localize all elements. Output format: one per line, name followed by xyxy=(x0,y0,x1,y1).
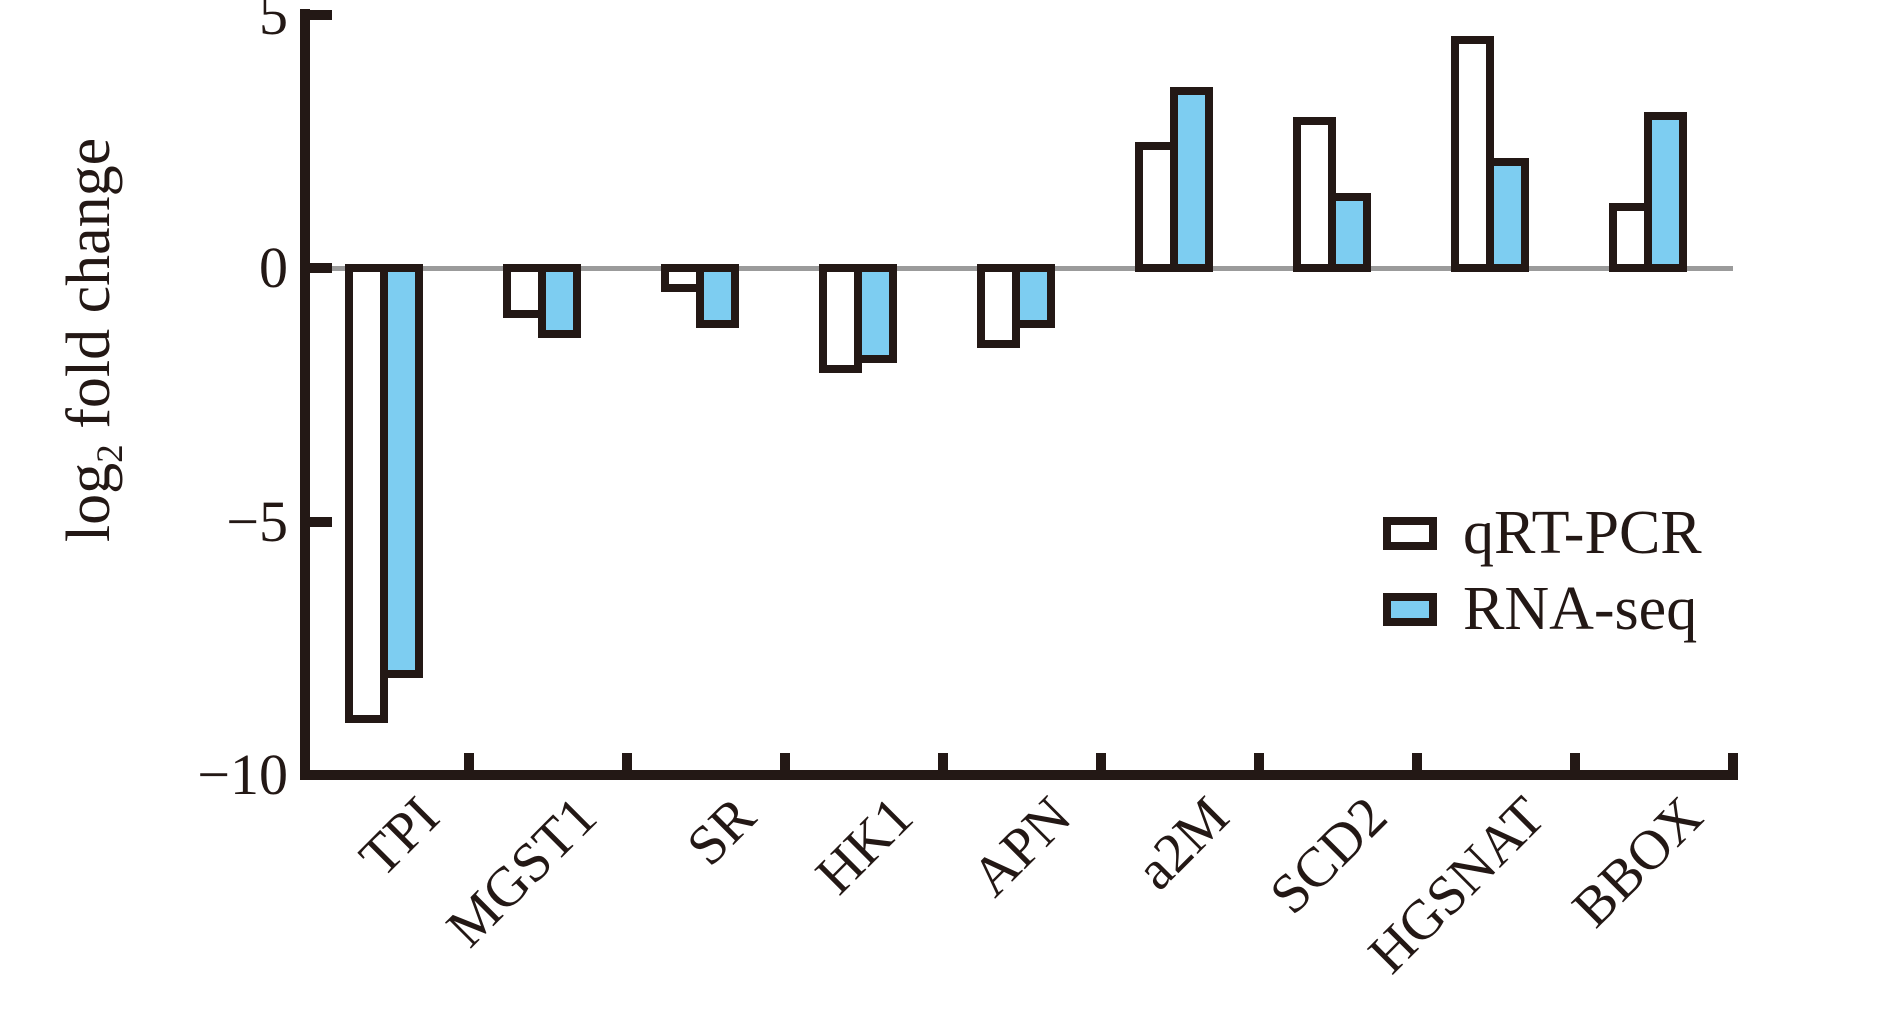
x-category-label-bbox: BBOX xyxy=(1561,785,1716,940)
x-category-label-scd2: SCD2 xyxy=(1258,785,1400,926)
x-tick-2 xyxy=(622,753,632,775)
x-tick-3 xyxy=(780,753,790,775)
bar-rna-seq-scd2 xyxy=(1328,193,1371,272)
y-tick-5 xyxy=(310,9,332,20)
legend-label-qrt-pcr: qRT-PCR xyxy=(1463,499,1702,567)
y-tick-label-5: 5 xyxy=(259,0,288,47)
bar-rna-seq-tpi xyxy=(380,264,423,678)
x-category-label-sr: SR xyxy=(674,785,768,878)
legend-swatch-rna-seq xyxy=(1383,592,1437,626)
y-tick-label-0: 0 xyxy=(259,235,288,300)
legend-item-rna-seq: RNA-seq xyxy=(1383,574,1702,644)
x-tick-4 xyxy=(938,753,948,775)
x-category-label-tpi: TPI xyxy=(347,785,452,889)
y-tick-label--5: −5 xyxy=(226,488,288,554)
x-tick-7 xyxy=(1412,753,1422,775)
bar-rna-seq-bbox xyxy=(1644,111,1687,272)
bar-rna-seq-sr xyxy=(696,264,739,328)
bar-rna-seq-mgst1 xyxy=(538,264,581,338)
x-tick-6 xyxy=(1254,753,1264,775)
y-tick--5 xyxy=(310,516,332,527)
y-tick-0 xyxy=(310,263,332,273)
x-axis-line xyxy=(300,770,1738,780)
x-tick-9 xyxy=(1728,753,1738,775)
bar-rna-seq-apn xyxy=(1012,264,1055,328)
bar-rna-seq-hk1 xyxy=(854,264,897,364)
x-category-label-apn: APN xyxy=(960,785,1084,909)
x-category-label-mgst1: MGST1 xyxy=(435,785,610,959)
bar-rna-seq-hgsnat xyxy=(1486,157,1529,272)
y-tick-label--10: −10 xyxy=(197,742,288,807)
legend-label-rna-seq: RNA-seq xyxy=(1463,575,1698,643)
x-category-label-hgsnat: HGSNAT xyxy=(1357,785,1558,986)
legend: qRT-PCR RNA-seq xyxy=(1383,498,1702,650)
legend-item-qrt-pcr: qRT-PCR xyxy=(1383,498,1702,568)
y-axis-line xyxy=(300,9,310,780)
legend-swatch-qrt-pcr xyxy=(1383,516,1437,550)
x-category-label-hk1: HK1 xyxy=(804,785,926,907)
x-tick-8 xyxy=(1570,753,1580,775)
x-tick-5 xyxy=(1096,753,1106,775)
x-tick-1 xyxy=(464,753,474,775)
bar-rna-seq-a2m xyxy=(1170,86,1213,272)
x-category-label-a2m: a2M xyxy=(1124,785,1242,902)
